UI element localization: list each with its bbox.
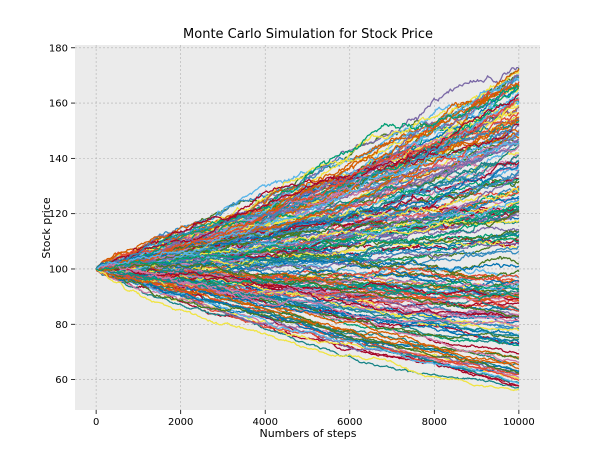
y-tick-label: 60 [55, 375, 68, 386]
simulation-path [95, 118, 519, 270]
simulation-path [95, 163, 520, 270]
simulation-path [95, 268, 520, 392]
simulation-path [95, 178, 520, 270]
simulation-path [95, 209, 520, 272]
simulation-path [95, 141, 520, 270]
series-group [95, 66, 520, 392]
simulation-path [95, 98, 520, 271]
y-tick-label: 160 [49, 99, 68, 110]
y-tick-label: 180 [49, 43, 68, 54]
simulation-path [95, 249, 520, 273]
simulation-path [95, 119, 520, 271]
simulation-path [95, 268, 520, 389]
simulation-path [95, 268, 520, 374]
x-tick-label: 2000 [168, 417, 193, 428]
x-tick-label: 6000 [337, 417, 362, 428]
x-tick-label: 8000 [422, 417, 447, 428]
y-axis-ticks: 60 80 100 120 140 160 180 [49, 43, 75, 386]
x-axis-ticks: 0 2000 4000 6000 8000 10000 [93, 410, 535, 428]
x-tick-label: 0 [93, 417, 99, 428]
y-tick-label: 120 [49, 209, 68, 220]
y-tick-label: 80 [55, 320, 68, 331]
y-tick-label: 100 [49, 264, 68, 275]
x-tick-label: 10000 [503, 417, 535, 428]
x-tick-label: 4000 [253, 417, 278, 428]
simulation-path [95, 265, 520, 301]
y-tick-label: 140 [49, 154, 68, 165]
simulation-path [95, 267, 519, 301]
simulation-path [95, 262, 520, 318]
y-axis-label: Stock price [40, 197, 53, 259]
simulation-path [95, 267, 520, 366]
simulation-path [95, 123, 520, 270]
simulation-path [96, 268, 520, 374]
simulation-path [95, 231, 520, 277]
x-axis-label: Numbers of steps [259, 427, 356, 440]
simulation-path [95, 267, 520, 319]
simulation-path [95, 174, 520, 270]
simulation-path [96, 263, 520, 327]
simulation-path [95, 230, 520, 271]
simulation-path [95, 141, 520, 270]
chart-title: Monte Carlo Simulation for Stock Price [183, 27, 433, 42]
